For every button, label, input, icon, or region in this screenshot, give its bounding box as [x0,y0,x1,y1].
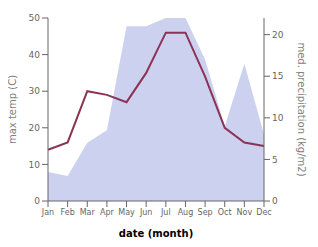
svg-text:Dec: Dec [256,208,271,217]
svg-text:Oct: Oct [218,208,232,217]
svg-text:0: 0 [272,196,278,206]
svg-text:5: 5 [272,155,278,165]
svg-text:max temp (C): max temp (C) [8,75,18,144]
svg-text:30: 30 [29,86,41,96]
svg-text:40: 40 [29,50,41,60]
svg-text:Jul: Jul [160,208,171,217]
svg-text:15: 15 [272,71,283,81]
svg-text:May: May [118,208,135,217]
svg-text:20: 20 [272,30,284,40]
svg-text:10: 10 [272,113,284,123]
svg-text:10: 10 [29,160,41,170]
svg-text:Nov: Nov [237,208,253,217]
svg-text:Mar: Mar [80,208,96,217]
svg-text:Apr: Apr [100,208,115,217]
svg-text:50: 50 [29,13,41,23]
svg-text:date (month): date (month) [119,228,193,239]
svg-text:Aug: Aug [178,208,194,217]
svg-text:Sep: Sep [198,208,213,217]
svg-text:Jun: Jun [139,208,153,217]
svg-text:Jan: Jan [41,208,54,217]
svg-text:0: 0 [34,196,40,206]
svg-text:20: 20 [29,123,41,133]
svg-text:med. precipitation (kg/m2): med. precipitation (kg/m2) [296,42,307,176]
svg-text:Feb: Feb [61,208,75,217]
